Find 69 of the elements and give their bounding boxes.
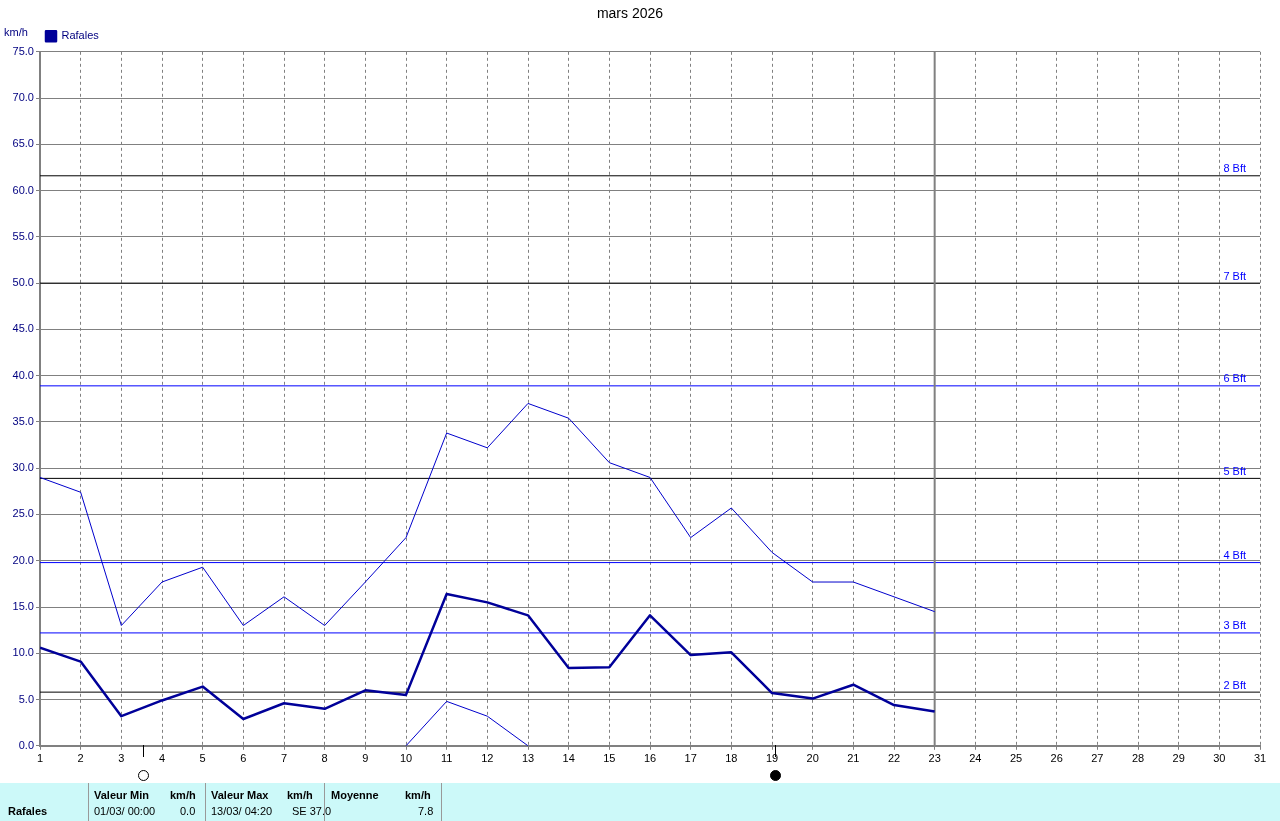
x-tick-label: 15: [603, 752, 616, 765]
x-tick-label: 23: [928, 752, 941, 765]
text: SE 37.0: [292, 805, 332, 817]
x-tick-label: 27: [1091, 752, 1104, 765]
x-tick-label: 14: [562, 752, 575, 765]
ref-line-label: 4 Bft: [1223, 549, 1246, 562]
y-tick-label: 25.0: [12, 507, 34, 520]
y-tick-label: 65.0: [12, 137, 34, 150]
x-tick-label: 10: [399, 752, 413, 765]
y-tick-label: 20.0: [12, 553, 34, 566]
y-axis-title: km/h: [4, 26, 28, 38]
y-tick-label: 35.0: [12, 414, 34, 427]
text: Moyenne: [331, 789, 379, 801]
x-tick-label: 11: [440, 752, 453, 765]
x-tick-label: 25: [1009, 752, 1023, 765]
x-tick-label: 30: [1213, 752, 1226, 765]
y-tick-label: 60.0: [12, 183, 34, 196]
x-tick-label: 13: [521, 752, 535, 765]
y-tick-label: 40.0: [12, 368, 34, 381]
x-tick-label: 18: [725, 752, 738, 765]
ref-line-label: 5 Bft: [1223, 464, 1246, 477]
y-tick-label: 70.0: [12, 91, 34, 104]
y-tick-label: 30.0: [12, 461, 34, 474]
x-tick-label: 7: [280, 752, 288, 765]
text: km/h: [405, 789, 431, 801]
text: Valeur Max: [211, 789, 269, 801]
ref-line-label: 2 Bft: [1223, 678, 1246, 691]
x-tick-label: 22: [887, 752, 901, 765]
x-tick-label: 4: [158, 752, 166, 765]
ref-line-label: 7 Bft: [1223, 269, 1246, 282]
text: 7.8: [418, 805, 434, 817]
text: km/h: [287, 789, 313, 801]
x-tick-label: 31: [1253, 752, 1267, 765]
x-tick-label: 3: [118, 752, 125, 765]
x-tick-label: 8: [321, 752, 328, 765]
text: 13/03/ 04:20: [211, 805, 273, 817]
y-tick-label: 45.0: [12, 322, 34, 335]
y-tick-label: 5.0: [18, 692, 34, 705]
x-tick-label: 5: [199, 752, 206, 765]
y-tick-label: 10.0: [12, 646, 34, 659]
x-tick-label: 20: [806, 752, 819, 765]
y-tick-label: 50.0: [12, 276, 34, 289]
text: 0.0: [180, 805, 196, 817]
x-tick-label: 26: [1050, 752, 1063, 765]
text: Rafales: [8, 805, 48, 817]
text: Valeur Min: [94, 789, 150, 801]
x-tick-label: 21: [847, 752, 860, 765]
x-tick-label: 24: [969, 752, 982, 765]
y-tick-label: 15.0: [12, 600, 34, 613]
ref-line-label: 6 Bft: [1223, 372, 1246, 385]
x-tick-label: 16: [643, 752, 657, 765]
x-tick-label: 1: [36, 752, 44, 765]
ref-line-label: 8 Bft: [1223, 162, 1246, 175]
x-tick-label: 12: [481, 752, 494, 765]
y-tick-label: 0.0: [18, 738, 34, 751]
x-tick-label: 19: [765, 752, 779, 765]
x-tick-label: 2: [77, 752, 84, 765]
text: km/h: [170, 789, 196, 801]
x-tick-label: 17: [684, 752, 697, 765]
y-tick-label: 75.0: [12, 44, 34, 57]
legend-label: Rafales: [61, 29, 100, 42]
y-tick-label: 55.0: [12, 229, 34, 242]
text: 01/03/ 00:00: [94, 805, 156, 817]
chart-title: mars 2026: [596, 5, 664, 22]
x-tick-label: 6: [240, 752, 247, 765]
x-tick-label: 29: [1172, 752, 1185, 765]
ref-line-label: 3 Bft: [1223, 619, 1246, 632]
x-tick-label: 28: [1131, 752, 1145, 765]
x-tick-label: 9: [362, 752, 369, 765]
